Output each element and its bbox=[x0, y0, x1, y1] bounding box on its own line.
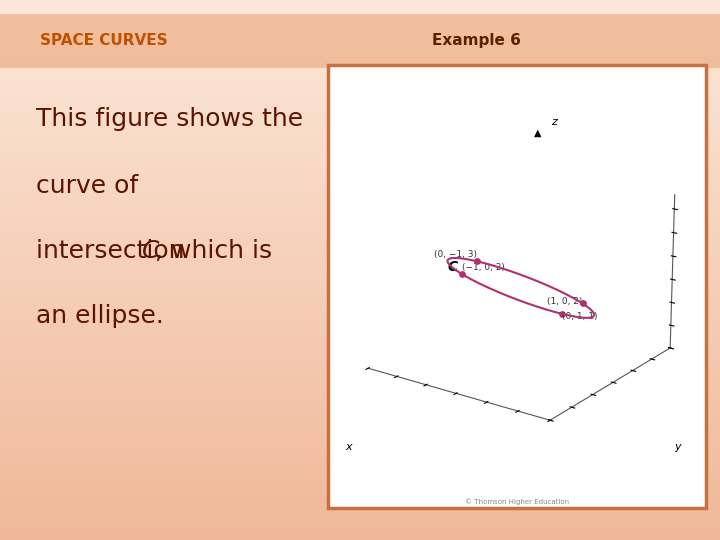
Text: SPACE CURVES: SPACE CURVES bbox=[40, 33, 167, 48]
Text: an ellipse.: an ellipse. bbox=[36, 304, 164, 328]
Text: ▲: ▲ bbox=[534, 128, 541, 138]
Text: curve of: curve of bbox=[36, 174, 138, 198]
Text: intersection: intersection bbox=[36, 239, 192, 263]
Text: z: z bbox=[551, 118, 557, 127]
Text: This figure shows the: This figure shows the bbox=[36, 107, 303, 131]
FancyBboxPatch shape bbox=[328, 65, 706, 508]
FancyBboxPatch shape bbox=[0, 14, 720, 68]
Text: Example 6: Example 6 bbox=[432, 33, 521, 48]
Text: C: C bbox=[142, 239, 159, 263]
Text: y: y bbox=[674, 442, 681, 453]
Text: , which is: , which is bbox=[155, 239, 272, 263]
Text: x: x bbox=[346, 442, 352, 453]
Text: © Thomson Higher Education: © Thomson Higher Education bbox=[464, 498, 569, 505]
